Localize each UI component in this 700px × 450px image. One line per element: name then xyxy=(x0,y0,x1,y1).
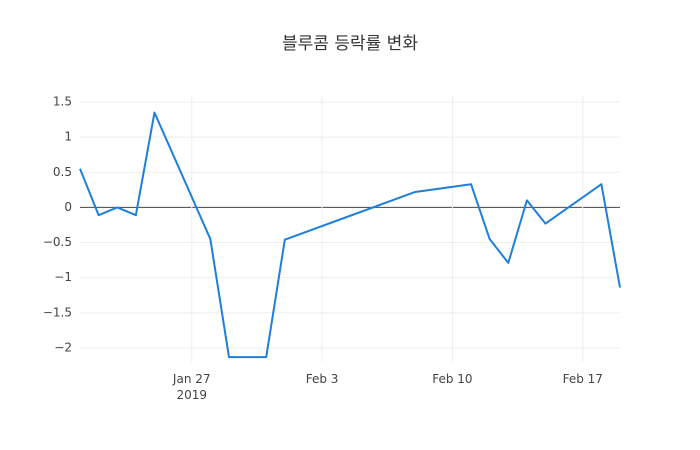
y-tick-label: −1.5 xyxy=(43,305,72,319)
line xyxy=(79,111,621,359)
y-tick-label: 1.5 xyxy=(53,95,72,109)
y-tick-label: −1 xyxy=(54,270,72,284)
x-tick-label: Feb 10 xyxy=(432,372,472,386)
y-tick-label: −2 xyxy=(54,340,72,354)
y-tick-label: 0.5 xyxy=(53,165,72,179)
x-tick-label: Jan 27 2019 xyxy=(172,372,211,402)
y-tick-label: 1 xyxy=(64,130,72,144)
y-tick-label: 0 xyxy=(64,200,72,214)
x-tick-label: Feb 17 xyxy=(563,372,603,386)
grid xyxy=(80,95,620,362)
y-tick-label: −0.5 xyxy=(43,235,72,249)
x-tick-label: Feb 3 xyxy=(306,372,339,386)
chart-title: 블루콤 등락률 변화 xyxy=(282,34,418,54)
